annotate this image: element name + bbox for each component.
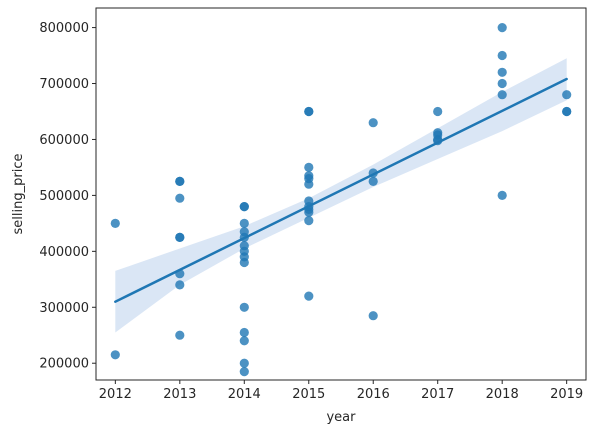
plot-frame — [95, 7, 587, 381]
scatter-point — [110, 218, 120, 228]
x-tick-label: 2017 — [421, 387, 454, 402]
y-tick-label: 800000 — [39, 21, 89, 36]
scatter-point — [497, 90, 507, 100]
scatter-points-layer — [110, 23, 572, 377]
x-tick-label: 2019 — [550, 387, 583, 402]
scatter-point — [239, 367, 249, 377]
y-tick-label: 500000 — [39, 189, 89, 204]
scatter-point — [239, 327, 249, 338]
scatter-point — [368, 118, 378, 128]
scatter-point — [304, 162, 314, 172]
x-tick-label: 2014 — [228, 387, 261, 402]
x-axis-label: year — [326, 410, 356, 425]
scatter-point — [304, 291, 314, 301]
scatter-point — [562, 106, 572, 117]
confidence-band — [115, 58, 567, 333]
y-axis-ticks: 200000 300000 400000 500000 600000 700000 8000… — [39, 21, 96, 372]
scatter-point — [433, 106, 443, 117]
y-tick-label: 200000 — [39, 357, 89, 372]
x-tick-label: 2013 — [163, 387, 196, 402]
regression-line-layer — [114, 77, 568, 303]
scatter-point — [239, 336, 249, 346]
y-tick-label: 300000 — [39, 301, 89, 316]
scatter-point — [239, 218, 249, 228]
x-tick-label: 2016 — [357, 387, 390, 402]
scatter-point — [239, 302, 249, 312]
scatter-point — [304, 106, 314, 117]
scatter-point — [562, 90, 572, 100]
x-tick-label: 2012 — [99, 387, 132, 402]
scatter-point — [175, 232, 185, 242]
scatter-point — [497, 67, 507, 77]
y-tick-label: 400000 — [39, 245, 89, 260]
scatter-point — [497, 190, 507, 200]
x-tick-label: 2015 — [292, 387, 325, 402]
scatter-point — [368, 311, 378, 321]
x-axis-ticks: 2012 2013 2014 2015 2016 2017 2018 2019 — [99, 380, 583, 402]
y-axis-label: selling_price — [11, 154, 26, 235]
scatter-point — [110, 350, 120, 360]
scatter-point — [368, 176, 378, 186]
x-tick-label: 2018 — [486, 387, 519, 402]
scatter-point — [497, 50, 507, 61]
scatter-point — [497, 78, 507, 89]
confidence-band-layer — [115, 58, 567, 333]
scatter-point — [304, 179, 314, 189]
scatter-point — [304, 216, 314, 226]
y-tick-label: 700000 — [39, 77, 89, 92]
scatter-point — [497, 23, 507, 33]
scatter-point — [239, 358, 249, 368]
scatter-point — [239, 257, 249, 268]
regression-line — [114, 77, 568, 303]
scatter-point — [175, 330, 185, 340]
scatter-point — [304, 207, 314, 217]
y-tick-label: 600000 — [39, 133, 89, 148]
scatter-point — [175, 176, 185, 186]
scatter-point — [175, 280, 185, 290]
scatter-point — [239, 202, 249, 212]
scatter-point — [175, 193, 185, 203]
